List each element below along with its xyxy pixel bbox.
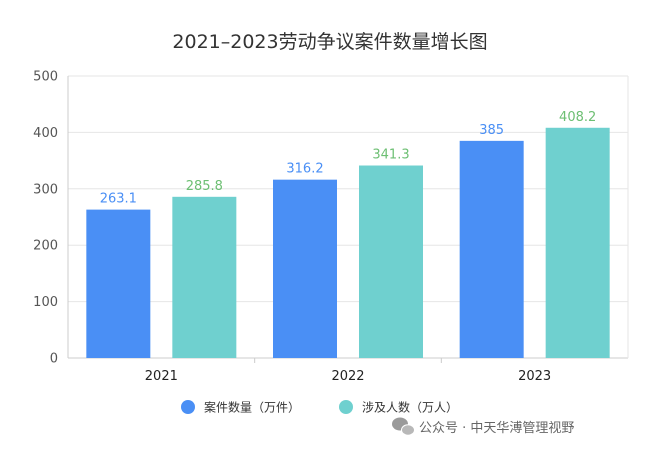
legend-label: 案件数量（万件） <box>204 400 300 415</box>
x-category-label: 2023 <box>518 369 551 384</box>
legend: 案件数量（万件） 涉及人数（万人） <box>181 400 458 415</box>
watermark: 公众号 · 中天华溥管理视野 <box>392 417 574 436</box>
x-axis-categories: 2021 2022 2023 <box>145 369 551 384</box>
y-tick-label: 200 <box>33 239 58 254</box>
y-tick-label: 500 <box>33 70 58 85</box>
legend-swatch <box>339 400 353 414</box>
legend-swatch <box>181 400 195 414</box>
bar-2023-series-1 <box>459 140 524 358</box>
watermark-text: 公众号 · 中天华溥管理视野 <box>419 420 574 436</box>
data-label: 285.8 <box>186 179 223 194</box>
y-tick-label: 100 <box>33 295 58 310</box>
data-label: 316.2 <box>286 162 323 177</box>
x-category-label: 2022 <box>331 369 364 384</box>
data-label: 408.2 <box>559 110 596 125</box>
grid-lines <box>67 75 629 363</box>
chart-title: 2021–2023劳动争议案件数量增长图 <box>172 31 487 53</box>
data-labels: 263.1 285.8 316.2 341.3 385 408.2 <box>100 110 597 207</box>
data-label: 385 <box>479 123 504 138</box>
y-axis-ticks: 0 100 200 300 400 500 <box>33 70 58 367</box>
bar-2021-series-2 <box>172 196 237 358</box>
data-label: 263.1 <box>100 192 137 207</box>
wechat-icon <box>392 417 415 436</box>
bar-2023-series-2 <box>545 127 610 358</box>
x-category-label: 2021 <box>145 369 178 384</box>
data-label: 341.3 <box>372 148 409 163</box>
y-tick-label: 0 <box>50 352 58 367</box>
y-tick-label: 300 <box>33 182 58 197</box>
bar-2022-series-2 <box>359 165 423 358</box>
y-tick-label: 400 <box>33 126 58 141</box>
bar-2021-series-1 <box>86 209 151 358</box>
bar-2022-series-1 <box>273 179 337 358</box>
legend-label: 涉及人数（万人） <box>362 400 458 415</box>
bars <box>86 127 610 358</box>
